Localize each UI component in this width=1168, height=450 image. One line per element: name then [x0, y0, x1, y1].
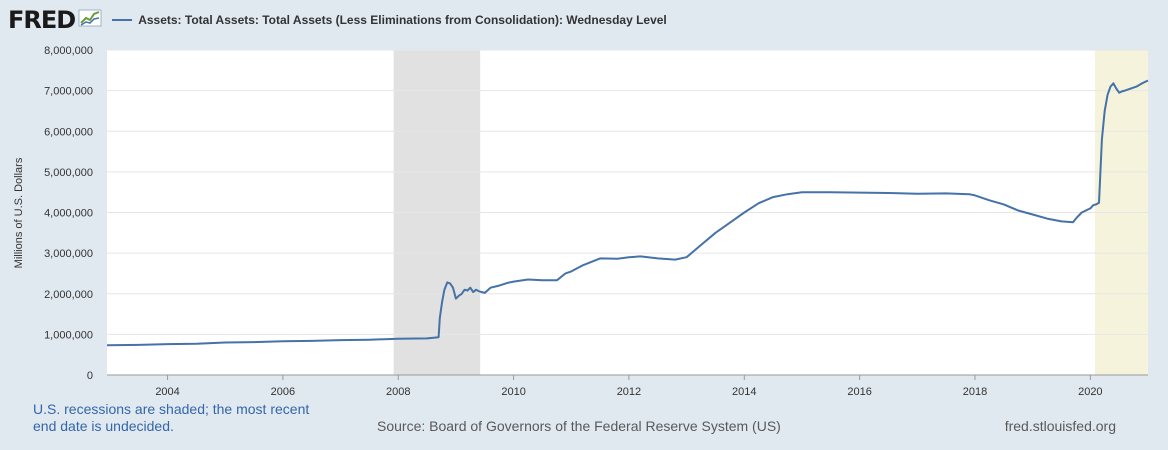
- y-tick-label: 3,000,000: [44, 248, 93, 260]
- source-text: Source: Board of Governors of the Federa…: [377, 418, 781, 434]
- site-link[interactable]: fred.stlouisfed.org: [1004, 418, 1116, 434]
- x-tick-label: 2010: [501, 386, 525, 398]
- line-chart: 0 1,000,000 2,000,000 3,000,000 4,000,000 5,0…: [13, 45, 1149, 398]
- x-tick-label: 2008: [386, 386, 410, 398]
- x-tick-label: 2020: [1078, 386, 1102, 398]
- legend-series-label[interactable]: Assets: Total Assets: Total Assets (Less…: [138, 13, 667, 27]
- recession-note: U.S. recessions are shaded; the most rec…: [33, 401, 310, 434]
- y-tick-label: 5,000,000: [44, 167, 93, 179]
- y-tick-label: 7,000,000: [44, 86, 93, 98]
- y-axis-ticks: 0 1,000,000 2,000,000 3,000,000 4,000,000 5,0…: [44, 45, 93, 382]
- x-tick-label: 2018: [963, 386, 987, 398]
- y-tick-label: 6,000,000: [44, 126, 93, 138]
- x-tick-label: 2004: [155, 386, 179, 398]
- y-tick-label: 1,000,000: [44, 329, 93, 341]
- fred-logo[interactable]: FRED: [8, 6, 76, 34]
- x-tick-label: 2012: [617, 386, 641, 398]
- y-tick-label: 0: [87, 370, 93, 382]
- y-axis-label: Millions of U.S. Dollars: [13, 157, 25, 268]
- y-tick-label: 4,000,000: [44, 208, 93, 220]
- series-line-0: [106, 79, 1149, 347]
- x-tick-label: 2014: [732, 386, 756, 398]
- y-tick-label: 2,000,000: [44, 289, 93, 301]
- y-tick-label: 8,000,000: [44, 45, 93, 57]
- legend-swatch: [112, 19, 133, 21]
- chart-header: FRED Assets: Total Assets: Total Assets …: [8, 6, 667, 34]
- gridlines: [107, 49, 1148, 376]
- x-tick-label: 2016: [847, 386, 871, 398]
- x-axis-ticks: 2004 2006 2008 2010 2012 2014 2016 2018 2020: [107, 374, 1148, 398]
- x-tick-label: 2006: [271, 386, 295, 398]
- series-lines: [106, 79, 1149, 347]
- chart-trend-icon: [78, 8, 102, 33]
